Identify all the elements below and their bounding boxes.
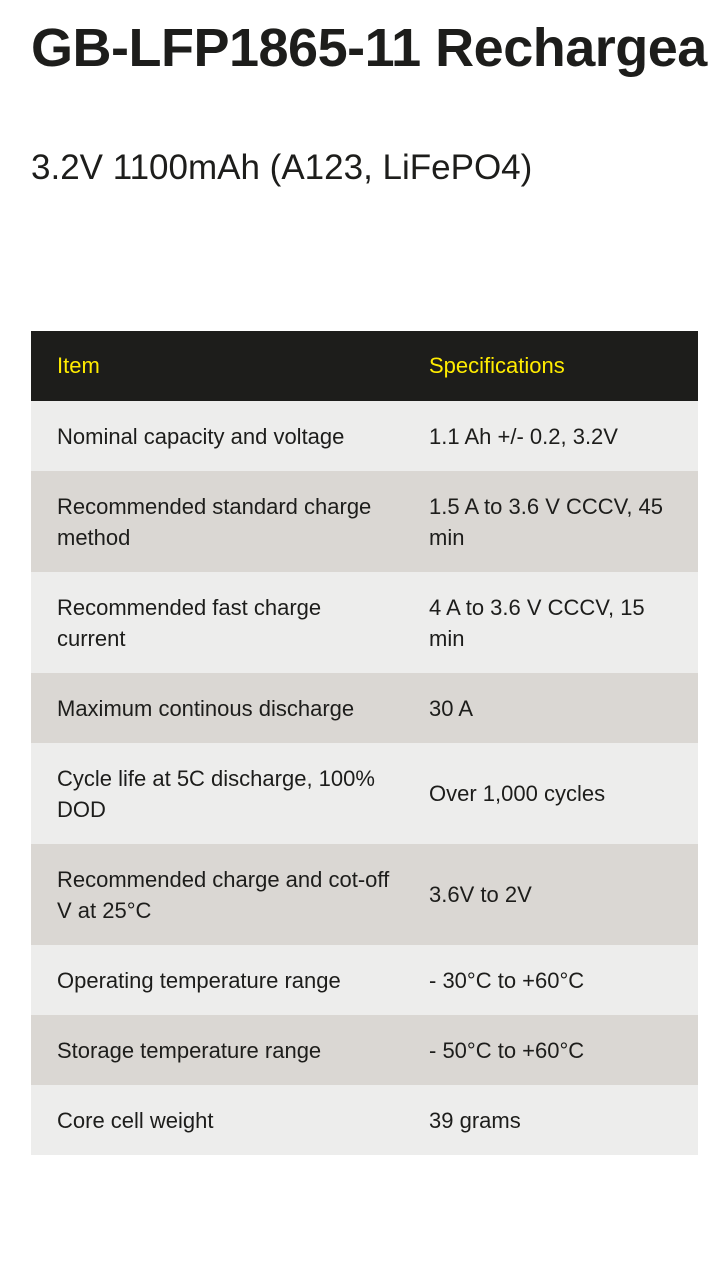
page-subtitle: 3.2V 1100mAh (A123, LiFePO4) — [31, 148, 533, 187]
page-title: GB-LFP1865-11 Rechargea — [31, 18, 707, 78]
table-row: Maximum continous discharge 30 A — [31, 673, 698, 743]
row-spec: - 50°C to +60°C — [429, 1037, 585, 1063]
table-row: Recommended standard charge method 1.5 A… — [31, 471, 698, 572]
row-spec: 4 A to 3.6 V CCCV, 15 min — [429, 594, 645, 651]
row-spec: 1.5 A to 3.6 V CCCV, 45 min — [429, 493, 664, 550]
row-item: Operating temperature range — [57, 967, 341, 993]
row-item: Cycle life at 5C discharge, 100% DOD — [57, 765, 375, 822]
specifications-table: Item Specifications Nominal capacity and… — [31, 331, 698, 1155]
row-item: Core cell weight — [57, 1107, 214, 1133]
table-header-row: Item Specifications — [31, 331, 698, 401]
row-spec: 39 grams — [429, 1107, 521, 1133]
row-spec: 1.1 Ah +/- 0.2, 3.2V — [429, 423, 618, 449]
column-header-item: Item — [57, 353, 100, 378]
table-body: Nominal capacity and voltage 1.1 Ah +/- … — [31, 401, 698, 1155]
row-spec: - 30°C to +60°C — [429, 967, 585, 993]
row-item: Maximum continous discharge — [57, 695, 355, 721]
row-item: Recommended charge and cot-off V at 25°C — [57, 866, 390, 923]
table-header: Item Specifications — [31, 331, 698, 401]
table-row: Operating temperature range - 30°C to +6… — [31, 945, 698, 1015]
row-item: Nominal capacity and voltage — [57, 423, 345, 449]
table-row: Nominal capacity and voltage 1.1 Ah +/- … — [31, 401, 698, 471]
row-spec: Over 1,000 cycles — [429, 781, 606, 806]
table-row: Recommended fast charge current 4 A to 3… — [31, 572, 698, 673]
table-row: Storage temperature range - 50°C to +60°… — [31, 1015, 698, 1085]
row-item: Recommended fast charge current — [57, 594, 322, 651]
column-header-specifications: Specifications — [429, 353, 565, 378]
table-row: Core cell weight 39 grams — [31, 1085, 698, 1155]
row-item: Recommended standard charge method — [57, 493, 372, 550]
table-row: Cycle life at 5C discharge, 100% DOD Ove… — [31, 743, 698, 844]
row-item: Storage temperature range — [57, 1037, 322, 1063]
row-spec: 3.6V to 2V — [429, 882, 532, 907]
row-spec: 30 A — [429, 695, 474, 721]
table-row: Recommended charge and cot-off V at 25°C… — [31, 844, 698, 945]
